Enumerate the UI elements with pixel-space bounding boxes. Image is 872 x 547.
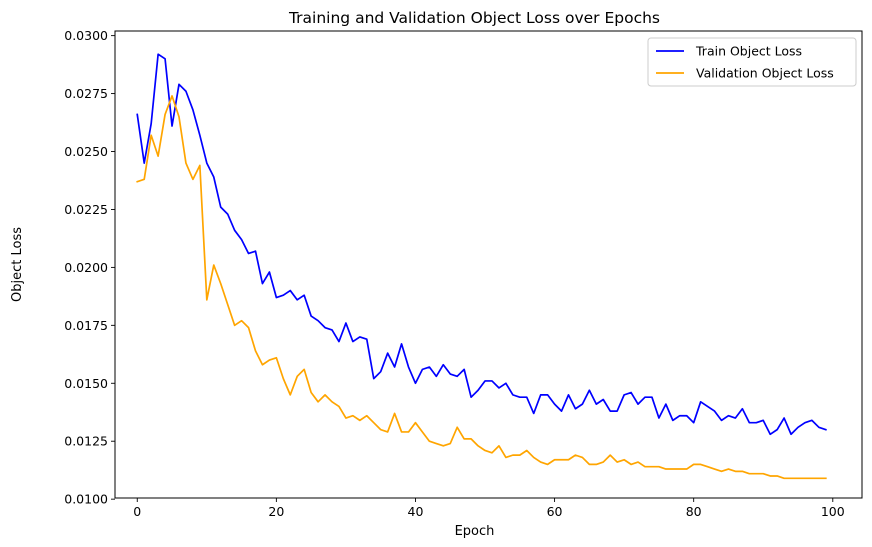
x-tick-label: 20 bbox=[268, 504, 284, 519]
y-axis-title: Object Loss bbox=[10, 227, 25, 302]
y-tick-label: 0.0125 bbox=[64, 434, 108, 449]
x-tick-label: 0 bbox=[133, 504, 141, 519]
y-tick-label: 0.0225 bbox=[64, 202, 108, 217]
x-tick-label: 100 bbox=[821, 504, 845, 519]
series-line-validation bbox=[136, 95, 827, 480]
x-tick-label: 80 bbox=[686, 504, 702, 519]
legend-box bbox=[647, 37, 857, 87]
x-axis-title: Epoch bbox=[455, 524, 495, 539]
y-tick-label: 0.0300 bbox=[64, 28, 108, 43]
legend-label-validation: Validation Object Loss bbox=[696, 66, 834, 81]
legend: Train Object Loss Validation Object Loss bbox=[647, 37, 857, 87]
y-tick-label: 0.0150 bbox=[64, 376, 108, 391]
x-tick-label: 60 bbox=[547, 504, 563, 519]
x-tick-label: 40 bbox=[408, 504, 424, 519]
plot-area: 0 20 40 60 80 100 0.0100 0.0125 0.0150 0.0175 0.02… bbox=[64, 28, 863, 519]
chart-title: Training and Validation Object Loss over… bbox=[288, 9, 660, 27]
y-tick-label: 0.0200 bbox=[64, 260, 108, 275]
y-tick-label: 0.0175 bbox=[64, 318, 108, 333]
axes-frame bbox=[114, 30, 863, 499]
y-tick-label: 0.0250 bbox=[64, 144, 108, 159]
y-tick-label: 0.0100 bbox=[64, 492, 108, 507]
legend-label-train: Train Object Loss bbox=[695, 44, 802, 59]
series-line-train bbox=[136, 53, 827, 436]
y-tick-label: 0.0275 bbox=[64, 86, 108, 101]
